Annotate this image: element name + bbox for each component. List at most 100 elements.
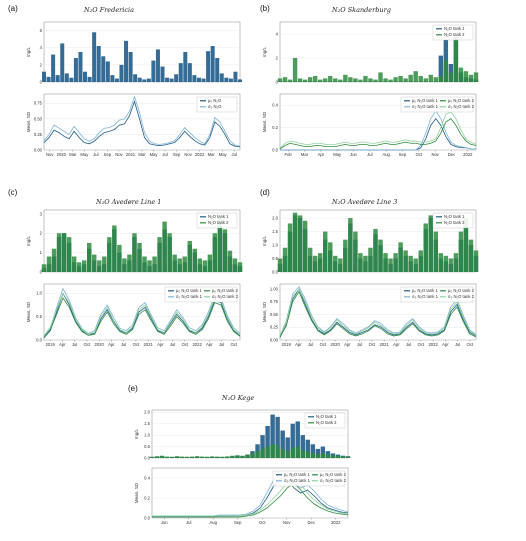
series-bar	[413, 71, 418, 82]
series-bar	[124, 40, 129, 82]
series-bar	[56, 233, 62, 272]
series-line	[43, 292, 241, 338]
series-bar	[122, 258, 127, 272]
series-bar	[152, 256, 157, 272]
series-bar	[335, 455, 341, 458]
series-bar	[305, 439, 310, 458]
series-bar	[215, 456, 220, 458]
series-bar	[323, 78, 328, 82]
series-line	[43, 95, 241, 147]
legend-label: N₂O tank 1	[444, 214, 465, 219]
series-bar	[292, 58, 298, 82]
series-bar	[132, 233, 137, 272]
x-tick-label: Mar	[208, 152, 216, 157]
chart-panel-c: (c) N₂O Avedøre Line 1 0 1 2 3 mg/L N₂O tank …	[8, 188, 243, 348]
series-bar	[300, 435, 305, 458]
series-bar	[297, 78, 303, 82]
series-bar	[201, 78, 206, 82]
series-bar	[174, 74, 179, 82]
legend-label: N₂O tank 1	[444, 26, 465, 31]
legend-label: μ₀ N₂O tank 2	[448, 288, 474, 293]
legend-label: N₂O tank 2	[444, 220, 465, 225]
legend-label: σ₀ N₂O tank 1	[412, 294, 439, 299]
x-tick-label: Nov	[115, 152, 123, 157]
series-bar	[41, 71, 47, 82]
plot-frame	[151, 409, 349, 459]
series-bar	[102, 256, 107, 272]
series-bar	[235, 455, 240, 458]
y-tick-label: 2.0	[272, 215, 278, 220]
y-tick-label: 0.0	[272, 269, 278, 274]
series-bar	[164, 456, 170, 458]
series-bar	[255, 444, 260, 458]
x-tick-label: May	[333, 152, 342, 157]
legend-label: μ₀ N₂O tank 2	[212, 288, 238, 293]
series-line	[279, 118, 477, 150]
series-bar	[315, 448, 321, 458]
series-bar	[438, 76, 444, 82]
y-tick-label: 2	[276, 55, 279, 60]
series-bar	[270, 414, 275, 458]
series-bar	[295, 446, 300, 458]
series-bar	[87, 242, 92, 272]
series-bar	[149, 456, 155, 458]
series-bar	[78, 52, 83, 82]
series-bar	[348, 218, 353, 272]
y-tick-label: 1.0	[36, 291, 42, 296]
series-bar	[398, 242, 403, 272]
x-tick-label: Apr	[59, 342, 66, 347]
series-bar	[41, 264, 47, 272]
series-bar	[192, 248, 197, 272]
panel-title: N₂O Fredericia	[84, 6, 134, 14]
y-tick-label: 2.0	[144, 410, 150, 415]
y-tick-label: 1.0	[144, 433, 150, 438]
series-bar	[328, 242, 333, 272]
series-bar	[345, 456, 351, 458]
series-bar	[353, 78, 358, 82]
x-tick-label: 2020	[330, 342, 340, 347]
series-bar	[147, 260, 152, 272]
series-bar	[373, 228, 378, 272]
series-bar	[265, 426, 270, 458]
x-tick-label: Oct	[416, 152, 423, 157]
series-bar	[348, 77, 353, 82]
legend-label: N₂O tank 1	[208, 214, 229, 219]
y-tick-label: 1.5	[144, 421, 150, 426]
legend-box	[196, 96, 238, 113]
series-bar	[368, 247, 373, 272]
panel-label: (d)	[260, 188, 270, 197]
series-bar	[82, 260, 87, 272]
series-bar	[307, 77, 313, 82]
y-tick-label: 0.25	[34, 132, 43, 137]
y-tick-label: 0	[40, 79, 43, 84]
x-tick-label: Oct	[320, 342, 327, 347]
series-bar	[169, 78, 174, 82]
series-bar	[323, 231, 328, 272]
panel-label: (e)	[128, 384, 138, 393]
series-bar	[333, 255, 338, 272]
y-tick-label: 0.00	[270, 337, 279, 342]
legend-label: N₂O tank 2	[316, 420, 337, 425]
series-bar	[105, 61, 110, 82]
legend-label: σ₀ N₂O tank 2	[320, 478, 347, 483]
series-bar	[217, 217, 223, 272]
y-tick-label: 1	[40, 250, 43, 255]
series-bar	[438, 55, 444, 82]
x-tick-label: Sep	[104, 152, 112, 157]
y-tick-label: 0.00	[34, 147, 43, 152]
series-bar	[290, 447, 295, 458]
series-bar	[260, 448, 265, 458]
series-bar	[60, 43, 65, 82]
y-tick-label: 0.4	[272, 103, 278, 108]
series-bar	[46, 256, 52, 272]
series-bar	[338, 258, 343, 272]
series-bar	[187, 241, 192, 272]
series-bar	[287, 223, 293, 272]
x-tick-label: Jul	[93, 152, 98, 157]
y-tick-label: 2	[40, 231, 43, 236]
panel-label: (b)	[260, 4, 270, 13]
series-bar	[275, 416, 280, 458]
